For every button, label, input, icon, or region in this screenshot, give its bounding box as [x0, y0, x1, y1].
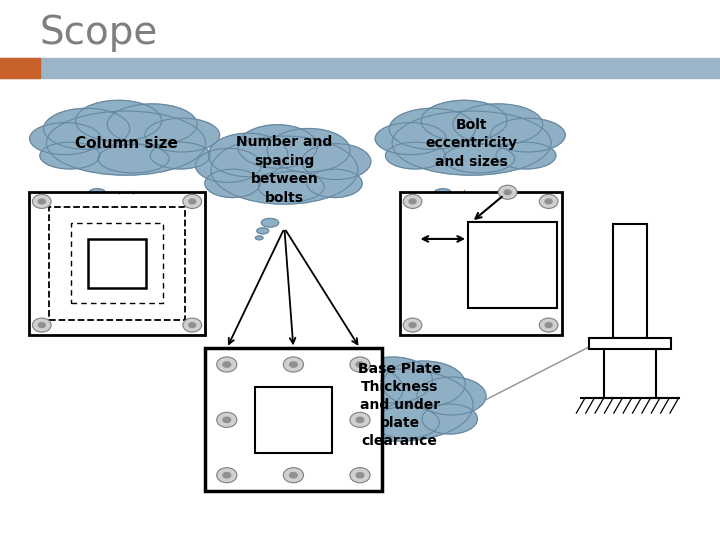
Ellipse shape [353, 357, 433, 403]
Ellipse shape [453, 104, 543, 145]
Ellipse shape [89, 189, 106, 197]
Ellipse shape [46, 111, 206, 175]
Ellipse shape [211, 136, 358, 204]
Bar [468, 222, 557, 308]
Ellipse shape [208, 133, 288, 177]
Circle shape [408, 322, 417, 328]
Ellipse shape [84, 198, 96, 204]
Ellipse shape [421, 100, 507, 141]
Circle shape [350, 357, 370, 372]
Ellipse shape [374, 407, 439, 438]
Bar [255, 387, 332, 453]
Ellipse shape [390, 109, 475, 150]
Bar [49, 207, 185, 320]
Circle shape [32, 318, 51, 332]
Circle shape [350, 413, 370, 428]
Ellipse shape [496, 142, 556, 169]
Bar [88, 239, 146, 288]
Text: Column size: Column size [75, 136, 177, 151]
Bar [29, 192, 205, 335]
Ellipse shape [490, 118, 565, 152]
Ellipse shape [205, 169, 260, 198]
Ellipse shape [356, 468, 364, 472]
Circle shape [222, 472, 231, 478]
Circle shape [356, 472, 364, 478]
Text: Number and
spacing
between
bolts: Number and spacing between bolts [236, 136, 333, 205]
Circle shape [37, 322, 46, 328]
Circle shape [544, 198, 553, 205]
Ellipse shape [44, 109, 130, 150]
Circle shape [544, 322, 553, 328]
Ellipse shape [195, 148, 261, 183]
Ellipse shape [434, 189, 451, 197]
Ellipse shape [422, 404, 477, 434]
Ellipse shape [382, 361, 465, 407]
Circle shape [222, 416, 231, 423]
Bar [400, 192, 562, 335]
Ellipse shape [417, 377, 486, 415]
Text: Bolt
eccentricity
and sizes: Bolt eccentricity and sizes [426, 118, 518, 168]
Circle shape [289, 361, 298, 368]
Circle shape [403, 194, 422, 208]
Ellipse shape [307, 169, 362, 198]
Circle shape [284, 468, 304, 483]
Ellipse shape [98, 144, 169, 173]
Ellipse shape [385, 142, 446, 169]
Circle shape [539, 318, 558, 332]
Circle shape [403, 318, 422, 332]
Bar [589, 338, 671, 349]
Ellipse shape [310, 382, 377, 418]
Circle shape [356, 416, 364, 423]
Ellipse shape [358, 460, 369, 466]
Circle shape [350, 468, 370, 483]
Ellipse shape [326, 369, 473, 441]
Ellipse shape [430, 198, 441, 204]
Ellipse shape [362, 450, 379, 459]
Circle shape [32, 194, 51, 208]
Circle shape [183, 194, 202, 208]
Circle shape [37, 198, 46, 205]
Circle shape [188, 322, 197, 328]
Circle shape [503, 189, 512, 195]
Circle shape [217, 357, 237, 372]
Ellipse shape [83, 206, 90, 210]
Ellipse shape [302, 144, 371, 179]
Circle shape [284, 357, 304, 372]
Ellipse shape [392, 111, 552, 175]
Ellipse shape [257, 228, 269, 234]
Bar [613, 224, 647, 338]
Ellipse shape [258, 172, 324, 202]
Ellipse shape [428, 206, 436, 210]
Ellipse shape [256, 236, 263, 240]
Text: Scope: Scope [40, 14, 158, 51]
Bar [0, 58, 720, 78]
Ellipse shape [444, 144, 515, 173]
Ellipse shape [40, 142, 100, 169]
Ellipse shape [76, 100, 161, 141]
Ellipse shape [261, 218, 279, 227]
Ellipse shape [145, 118, 220, 152]
Circle shape [289, 472, 298, 478]
Circle shape [498, 185, 517, 199]
Circle shape [188, 198, 197, 205]
Ellipse shape [107, 104, 197, 145]
Bar [205, 348, 382, 491]
Circle shape [217, 468, 237, 483]
Ellipse shape [30, 123, 101, 154]
Circle shape [356, 361, 364, 368]
Ellipse shape [150, 142, 210, 169]
Text: Base Plate
Thickness
and under
plate
clearance: Base Plate Thickness and under plate cle… [358, 362, 441, 448]
Ellipse shape [323, 366, 403, 412]
Circle shape [408, 198, 417, 205]
Ellipse shape [320, 404, 375, 434]
Circle shape [183, 318, 202, 332]
Circle shape [222, 361, 231, 368]
Ellipse shape [375, 123, 446, 154]
Circle shape [539, 194, 558, 208]
Ellipse shape [238, 125, 318, 168]
Circle shape [217, 413, 237, 428]
Bar [0, 58, 40, 78]
Bar [71, 223, 163, 303]
Ellipse shape [267, 129, 350, 172]
